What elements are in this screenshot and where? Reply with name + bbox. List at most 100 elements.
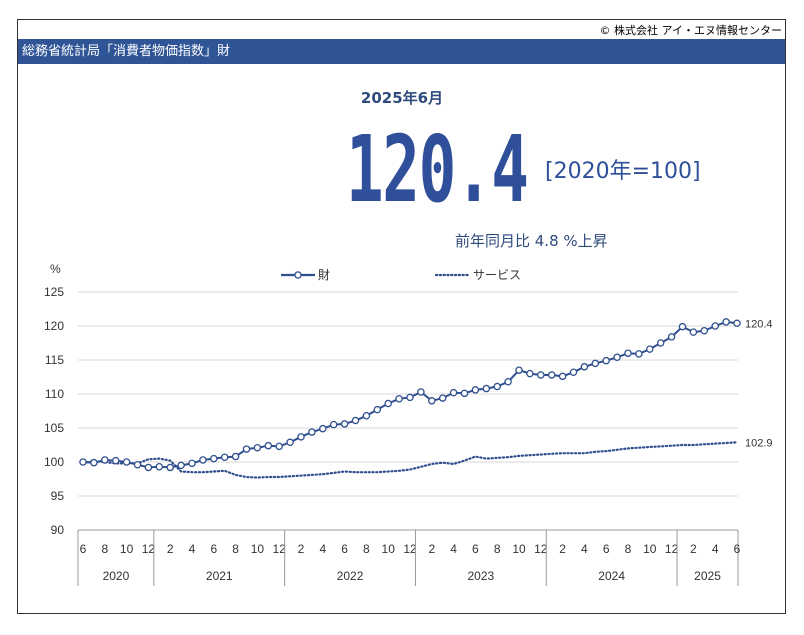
x-tick-label: 2 xyxy=(167,542,174,556)
goods-point xyxy=(166,463,174,472)
goods-point xyxy=(504,378,512,386)
x-year-label: 2025 xyxy=(694,569,721,583)
x-tick-label: 8 xyxy=(494,542,501,556)
goods-end-label: 120.4 xyxy=(745,318,773,330)
y-axis: % 90 95 100 105 110 115 120 125 xyxy=(44,262,64,537)
goods-point xyxy=(580,363,589,371)
goods-point xyxy=(373,405,382,414)
goods-point xyxy=(362,412,371,420)
services-end-label: 102.9 xyxy=(745,437,773,449)
x-tick-label: 10 xyxy=(512,542,526,556)
goods-point xyxy=(515,366,523,374)
chart-frame xyxy=(17,19,786,614)
x-year-label: 2020 xyxy=(103,569,130,583)
goods-point xyxy=(297,433,305,441)
goods-point xyxy=(460,389,469,398)
x-tick-label: 6 xyxy=(603,542,610,556)
x-tick-label: 8 xyxy=(625,542,632,556)
goods-point xyxy=(155,463,164,471)
goods-point xyxy=(482,384,491,393)
goods-point xyxy=(264,441,273,450)
goods-point xyxy=(210,454,218,463)
goods-point xyxy=(275,442,283,451)
x-tick-label: 2 xyxy=(559,542,566,556)
goods-point xyxy=(700,327,709,335)
goods-point xyxy=(90,458,98,467)
y-tick-label: 110 xyxy=(45,387,64,401)
goods-point xyxy=(722,318,730,326)
y-tick-label: 120 xyxy=(44,319,64,333)
goods-point xyxy=(569,368,578,376)
series-line-services xyxy=(81,441,739,479)
goods-point xyxy=(133,460,142,469)
y-tick-label: 95 xyxy=(51,489,65,503)
goods-point xyxy=(406,393,414,402)
y-axis-unit: % xyxy=(50,262,61,276)
goods-point xyxy=(220,453,229,461)
x-tick-label: 4 xyxy=(712,542,719,556)
series-lines: 120.4 102.9 xyxy=(79,318,773,479)
x-tick-label: 4 xyxy=(189,542,196,556)
legend-goods-label: 財 xyxy=(318,267,330,282)
y-tick-label: 125 xyxy=(44,285,64,299)
goods-point xyxy=(384,399,392,408)
x-tick-label: 10 xyxy=(382,542,396,556)
goods-point xyxy=(558,372,567,381)
goods-point xyxy=(177,461,185,470)
x-tick-label: 2 xyxy=(298,542,305,556)
goods-point xyxy=(438,394,447,402)
goods-point xyxy=(395,395,403,403)
x-tick-label: 12 xyxy=(534,542,548,556)
x-tick-label: 12 xyxy=(665,542,679,556)
goods-point xyxy=(493,382,501,391)
goods-point xyxy=(144,463,153,472)
goods-point xyxy=(449,388,458,397)
goods-point xyxy=(101,456,109,464)
goods-point xyxy=(308,428,316,436)
goods-point xyxy=(547,371,556,379)
x-tick-label: 12 xyxy=(142,542,156,556)
x-tick-label: 12 xyxy=(273,542,287,556)
goods-point xyxy=(646,345,654,353)
x-tick-label: 2 xyxy=(428,542,435,556)
goods-point xyxy=(242,445,251,453)
goods-point xyxy=(340,420,349,428)
x-tick-label: 12 xyxy=(403,542,417,556)
goods-point xyxy=(711,322,719,330)
base-year-label: [2020年=100] xyxy=(545,159,701,184)
x-tick-label: 2 xyxy=(690,542,697,556)
goods-point xyxy=(111,456,120,465)
goods-point xyxy=(199,456,207,464)
goods-point xyxy=(678,322,687,331)
y-tick-label: 100 xyxy=(44,455,64,469)
legend-goods-marker xyxy=(294,271,302,279)
goods-point xyxy=(667,333,676,341)
x-year-label: 2023 xyxy=(467,569,494,583)
goods-point xyxy=(329,420,338,429)
y-tick-label: 90 xyxy=(51,523,65,537)
x-tick-label: 8 xyxy=(363,542,370,556)
goods-point xyxy=(656,339,665,347)
x-tick-label: 8 xyxy=(232,542,239,556)
goods-point xyxy=(602,356,610,365)
goods-point xyxy=(188,459,196,468)
x-tick-label: 10 xyxy=(643,542,657,556)
x-axis: 6 8 10 12 2 4 6 8 10 12 2 4 6 8 10 12 2 4 6 8 10 12 2 4 6 8 10 12 2 4… xyxy=(77,529,741,586)
goods-point xyxy=(253,443,262,452)
headline-value: 120.4 xyxy=(346,116,529,223)
x-tick-label: 4 xyxy=(581,542,588,556)
goods-point xyxy=(689,328,698,336)
x-tick-label: 4 xyxy=(319,542,326,556)
legend: 財 サービス xyxy=(281,267,521,282)
goods-point xyxy=(624,349,632,357)
goods-point xyxy=(286,438,294,447)
goods-point xyxy=(526,369,534,378)
x-tick-label: 10 xyxy=(251,542,265,556)
x-tick-label: 8 xyxy=(101,542,108,556)
grid-lines xyxy=(78,291,738,497)
goods-point xyxy=(319,424,327,433)
x-year-label: 2022 xyxy=(337,569,364,583)
goods-point xyxy=(471,386,480,394)
x-tick-label: 6 xyxy=(341,542,348,556)
